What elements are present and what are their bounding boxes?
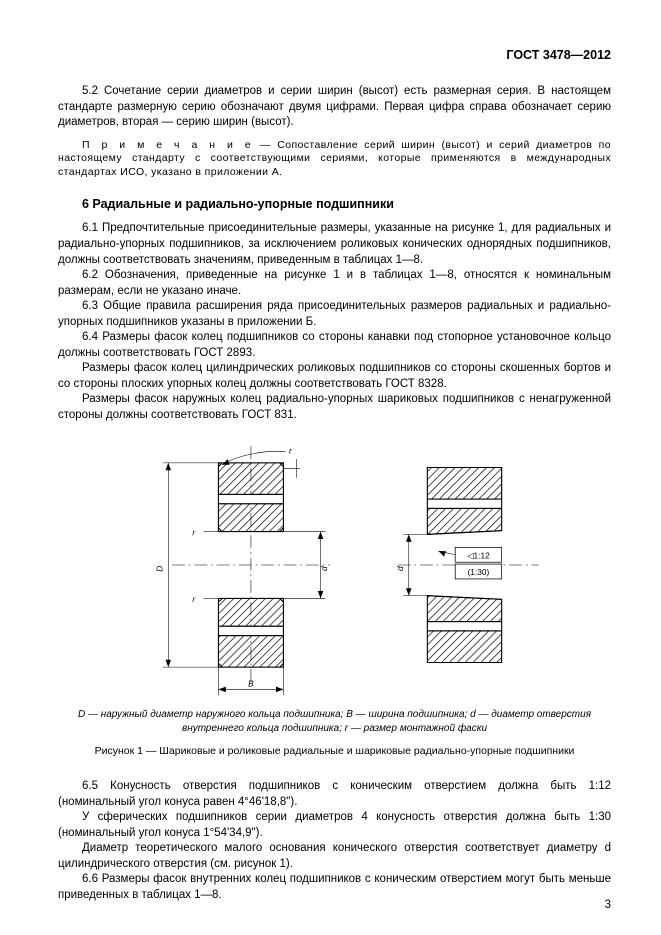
para-6-1: 6.1 Предпочтительные присоединительные р…: [58, 221, 611, 268]
para-6-5c: Диаметр теоретического малого основания …: [58, 841, 611, 872]
para-6-5a: 6.5 Конусность отверстия подшипников с к…: [58, 779, 611, 810]
figure-1-legend: D — наружный диаметр наружного кольца по…: [58, 708, 611, 735]
page-number: 3: [605, 899, 611, 911]
note-prefix: П р и м е ч а н и е: [82, 139, 254, 151]
label-r-top: r: [289, 446, 293, 456]
para-6-5b: У сферических подшипников серии диаметро…: [58, 810, 611, 841]
heading-6: 6 Радиальные и радиально-упорные подшипн…: [58, 197, 611, 211]
label-d2: d: [395, 566, 405, 571]
label-d: d: [319, 566, 329, 571]
para-6-4b: Размеры фасок колец цилиндрических ролик…: [58, 361, 611, 392]
figure-1-svg: D d r: [58, 435, 611, 695]
page-container: ГОСТ 3478—2012 5.2 Сочетание серии диаме…: [0, 0, 661, 935]
figure-1: D d r: [58, 435, 611, 700]
para-6-2: 6.2 Обозначения, приведенные на рисунке …: [58, 268, 611, 299]
label-D: D: [155, 566, 165, 572]
para-6-3: 6.3 Общие правила расширения ряда присое…: [58, 299, 611, 330]
left-view: D d r: [155, 446, 330, 695]
label-r2: r: [192, 527, 196, 537]
taper-callout: ◁1:12 (1:30): [439, 548, 502, 580]
dim-D: D: [155, 463, 219, 667]
para-6-6: 6.6 Размеры фасок внутренних колец подши…: [58, 872, 611, 903]
figure-1-caption: Рисунок 1 — Шариковые и роликовые радиал…: [58, 745, 611, 757]
label-taper2: (1:30): [468, 567, 490, 577]
label-r3: r: [192, 594, 196, 604]
dim-r-inner: r r: [192, 527, 218, 604]
note-5: П р и м е ч а н и е — Сопоставление сери…: [58, 139, 611, 180]
para-6-4c: Размеры фасок наружных колец радиально-у…: [58, 392, 611, 423]
label-taper1: ◁1:12: [467, 551, 490, 561]
para-5-2: 5.2 Сочетание серии диаметров и серии ши…: [58, 84, 611, 131]
para-6-4a: 6.4 Размеры фасок колец подшипников со с…: [58, 330, 611, 361]
right-view: d ◁1:12 (1:30): [395, 468, 539, 663]
label-B: B: [248, 679, 254, 689]
doc-header: ГОСТ 3478—2012: [58, 48, 611, 62]
